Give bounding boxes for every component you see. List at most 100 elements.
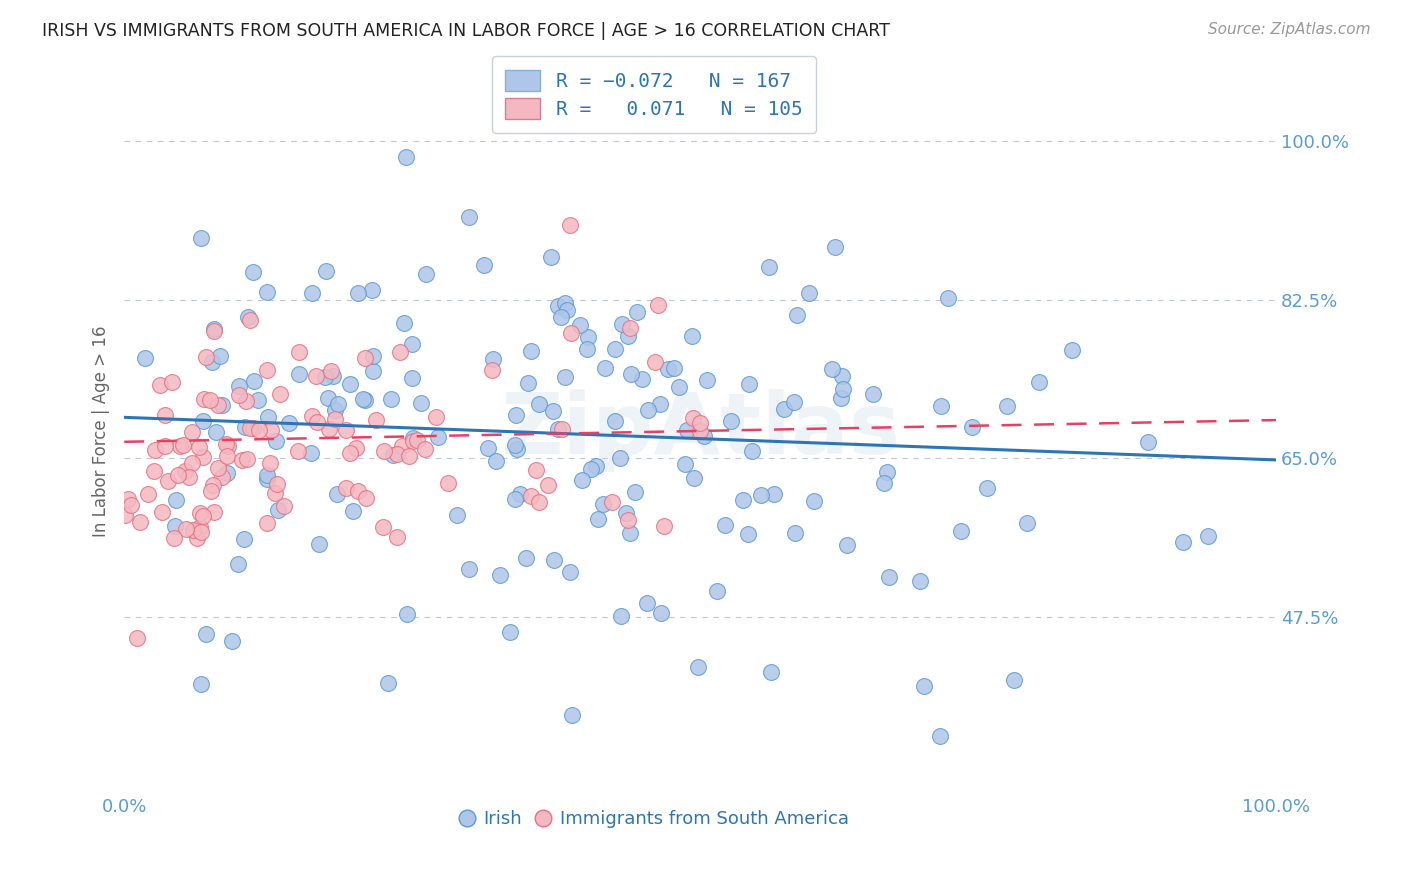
Point bbox=[233, 420, 256, 434]
Point bbox=[207, 397, 229, 411]
Point bbox=[217, 439, 239, 453]
Point bbox=[620, 368, 643, 382]
Point bbox=[260, 423, 283, 437]
Point bbox=[515, 551, 537, 566]
Point bbox=[686, 660, 709, 674]
Point bbox=[232, 532, 254, 546]
Point bbox=[446, 508, 468, 522]
Point bbox=[361, 350, 384, 364]
Point bbox=[425, 409, 447, 424]
Point bbox=[560, 326, 582, 340]
Point bbox=[381, 448, 404, 462]
Point bbox=[150, 505, 173, 519]
Point bbox=[174, 522, 197, 536]
Point bbox=[377, 676, 399, 690]
Point bbox=[517, 376, 540, 391]
Point bbox=[134, 351, 156, 365]
Point bbox=[696, 373, 718, 387]
Point bbox=[179, 470, 201, 484]
Point bbox=[256, 285, 278, 299]
Point bbox=[228, 378, 250, 392]
Point bbox=[373, 444, 395, 458]
Point bbox=[259, 456, 281, 470]
Point bbox=[215, 449, 238, 463]
Point bbox=[657, 362, 679, 376]
Point bbox=[169, 439, 191, 453]
Point bbox=[472, 258, 495, 272]
Point bbox=[202, 322, 225, 336]
Point bbox=[592, 497, 614, 511]
Point bbox=[226, 557, 249, 571]
Point bbox=[360, 283, 382, 297]
Point bbox=[299, 446, 322, 460]
Point bbox=[346, 483, 368, 498]
Point bbox=[402, 434, 425, 448]
Point bbox=[364, 413, 387, 427]
Point bbox=[737, 527, 759, 541]
Point bbox=[689, 424, 711, 438]
Point bbox=[246, 392, 269, 407]
Point bbox=[720, 414, 742, 428]
Point bbox=[554, 370, 576, 384]
Point bbox=[385, 530, 408, 544]
Point bbox=[929, 399, 952, 413]
Point bbox=[636, 596, 658, 610]
Point bbox=[693, 429, 716, 443]
Point bbox=[668, 380, 690, 394]
Point bbox=[202, 324, 225, 338]
Point bbox=[339, 377, 361, 392]
Point bbox=[117, 491, 139, 506]
Point bbox=[950, 524, 973, 538]
Point bbox=[481, 352, 503, 367]
Point bbox=[506, 442, 529, 456]
Point bbox=[593, 361, 616, 376]
Point bbox=[683, 471, 706, 485]
Point bbox=[181, 425, 204, 439]
Point bbox=[247, 423, 270, 437]
Point bbox=[1028, 375, 1050, 389]
Point bbox=[524, 463, 547, 477]
Point bbox=[540, 250, 562, 264]
Point bbox=[221, 633, 243, 648]
Point bbox=[676, 423, 699, 437]
Point bbox=[605, 343, 627, 357]
Point bbox=[323, 412, 346, 426]
Point bbox=[585, 458, 607, 473]
Point bbox=[315, 264, 337, 278]
Point bbox=[527, 397, 550, 411]
Point bbox=[277, 416, 299, 430]
Point bbox=[406, 434, 429, 448]
Point bbox=[190, 525, 212, 540]
Point bbox=[301, 409, 323, 423]
Point bbox=[200, 484, 222, 499]
Point bbox=[242, 420, 264, 434]
Point bbox=[644, 354, 666, 368]
Point bbox=[647, 298, 669, 312]
Point bbox=[554, 296, 576, 310]
Point bbox=[242, 265, 264, 279]
Point bbox=[239, 312, 262, 326]
Point bbox=[155, 408, 177, 422]
Point bbox=[786, 308, 808, 322]
Point bbox=[215, 466, 238, 480]
Point bbox=[188, 520, 211, 534]
Point bbox=[603, 414, 626, 428]
Point bbox=[208, 349, 231, 363]
Point bbox=[520, 489, 543, 503]
Point bbox=[624, 484, 647, 499]
Point bbox=[143, 443, 166, 458]
Point bbox=[650, 606, 672, 620]
Point bbox=[579, 461, 602, 475]
Point bbox=[395, 607, 418, 621]
Point bbox=[481, 363, 503, 377]
Point bbox=[489, 567, 512, 582]
Point bbox=[269, 387, 291, 401]
Point bbox=[202, 478, 225, 492]
Point bbox=[353, 392, 375, 407]
Point bbox=[1017, 516, 1039, 530]
Point bbox=[162, 376, 184, 390]
Point bbox=[392, 316, 415, 330]
Point bbox=[409, 396, 432, 410]
Point bbox=[287, 444, 309, 458]
Point bbox=[266, 476, 288, 491]
